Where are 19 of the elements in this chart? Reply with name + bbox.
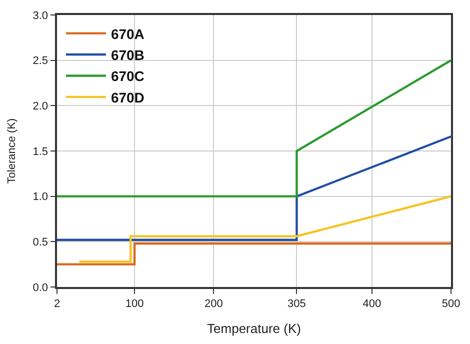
y-axis-title: Tolerance (K)	[6, 118, 18, 184]
x-tick-label: 100	[125, 298, 144, 310]
x-tick-label: 305	[288, 298, 306, 310]
y-tick-label: 2.5	[32, 55, 48, 68]
x-tick-label: 2	[54, 298, 60, 310]
x-tick-label: 500	[442, 298, 460, 310]
legend-label: 670C	[110, 68, 144, 84]
x-axis-title: Temperature (K)	[207, 321, 301, 336]
y-tick-label: 1.0	[32, 191, 48, 204]
legend-label: 670B	[110, 46, 144, 63]
x-tick-label: 200	[204, 298, 223, 310]
legend-label: 670D	[110, 89, 144, 106]
y-tick-label: 3.0	[32, 10, 48, 22]
y-tick-label: 0.0	[32, 282, 48, 294]
x-tick-label: 400	[362, 298, 382, 310]
y-tick-label: 1.5	[32, 146, 48, 158]
y-tick-label: 2.0	[32, 100, 48, 113]
y-tick-label: 0.5	[32, 236, 48, 249]
legend-label: 670A	[110, 26, 144, 42]
